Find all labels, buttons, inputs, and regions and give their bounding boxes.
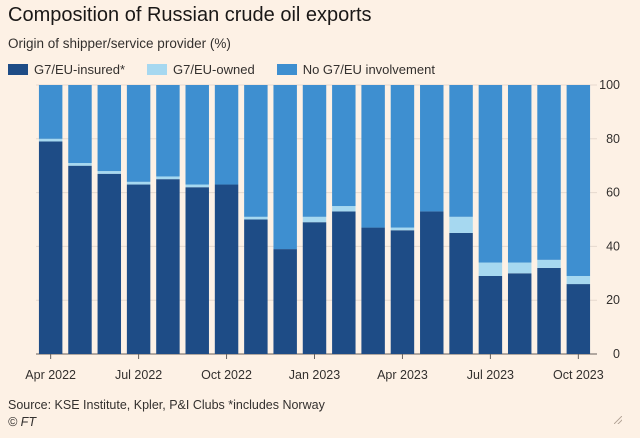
source-note: Source: KSE Institute, Kpler, P&I Clubs … xyxy=(8,398,325,412)
bar-segment-none-17 xyxy=(537,85,561,260)
legend-label-owned: G7/EU-owned xyxy=(173,62,255,77)
bar-segment-insured-12 xyxy=(390,230,415,354)
legend-item-none: No G7/EU involvement xyxy=(276,62,435,77)
bar-segment-owned-15 xyxy=(478,262,503,276)
legend-item-insured: G7/EU-insured* xyxy=(8,62,125,77)
bar-segment-insured-17 xyxy=(537,267,561,354)
bar-segment-insured-2 xyxy=(97,173,122,354)
bar-segment-owned-4 xyxy=(156,176,180,180)
bar-segment-none-14 xyxy=(449,85,473,217)
x-tick-label-3: Jul 2022 xyxy=(115,368,162,382)
legend-swatch-none xyxy=(276,64,297,75)
legend-swatch-insured xyxy=(8,64,28,75)
legend-label-insured: G7/EU-insured* xyxy=(34,62,126,77)
bar-segment-insured-13 xyxy=(420,211,444,354)
bar-segment-insured-14 xyxy=(449,232,473,354)
bar-segment-owned-9 xyxy=(302,216,327,223)
bar-segment-owned-1 xyxy=(68,163,92,166)
bar-segment-owned-5 xyxy=(185,184,209,188)
bar-segment-none-10 xyxy=(332,85,356,207)
legend-item-owned: G7/EU-owned xyxy=(147,62,255,77)
bar-segment-insured-8 xyxy=(273,249,297,354)
chart-subtitle: Origin of shipper/service provider (%) xyxy=(8,36,231,51)
bar-segment-owned-7 xyxy=(244,216,268,220)
bar-segment-owned-16 xyxy=(507,262,532,274)
bar-segment-insured-18 xyxy=(566,284,591,354)
y-tick-label-40: 40 xyxy=(606,239,620,253)
bar-segment-none-9 xyxy=(302,85,327,217)
bar-segment-owned-2 xyxy=(97,171,122,174)
bar-segment-insured-0 xyxy=(38,141,63,354)
bar-segment-insured-10 xyxy=(332,211,356,354)
bar-segment-none-15 xyxy=(478,85,503,263)
bar-segment-insured-9 xyxy=(302,222,327,354)
bar-segment-none-2 xyxy=(97,85,122,172)
bar-segment-insured-5 xyxy=(185,187,209,354)
resize-handle-icon xyxy=(614,416,622,424)
y-tick-label-80: 80 xyxy=(606,132,620,146)
y-tick-label-100: 100 xyxy=(599,78,620,92)
y-tick-label-0: 0 xyxy=(613,347,620,361)
bar-segment-owned-17 xyxy=(537,259,561,268)
bar-segment-none-4 xyxy=(156,85,180,177)
bar-segment-none-6 xyxy=(214,85,239,185)
bar-segment-insured-16 xyxy=(507,273,532,354)
bar-segment-insured-6 xyxy=(214,184,239,354)
bar-segment-none-7 xyxy=(244,85,268,217)
bar-segment-owned-0 xyxy=(38,138,63,142)
x-tick-label-6: Oct 2022 xyxy=(201,368,252,382)
bar-segment-none-18 xyxy=(566,85,591,276)
bar-segment-none-5 xyxy=(185,85,209,185)
bar-segment-insured-11 xyxy=(361,227,385,354)
x-tick-label-15: Jul 2023 xyxy=(467,368,514,382)
x-tick-label-9: Jan 2023 xyxy=(289,368,340,382)
bar-segment-insured-1 xyxy=(68,165,92,354)
x-tick-label-12: Apr 2023 xyxy=(377,368,428,382)
bar-segment-owned-14 xyxy=(449,216,473,233)
bar-segment-none-1 xyxy=(68,85,92,164)
bar-segment-none-13 xyxy=(420,85,444,212)
bar-segment-none-12 xyxy=(390,85,415,228)
ft-credit: © FT xyxy=(8,415,36,429)
bar-segment-insured-15 xyxy=(478,275,503,354)
bar-segment-insured-7 xyxy=(244,219,268,354)
legend: G7/EU-insured* G7/EU-owned No G7/EU invo… xyxy=(8,62,457,77)
bar-segment-owned-18 xyxy=(566,275,591,285)
bar-segment-none-3 xyxy=(126,85,151,182)
bar-segment-none-16 xyxy=(507,85,532,263)
bar-segment-owned-3 xyxy=(126,181,151,185)
x-tick-label-0: Apr 2022 xyxy=(25,368,76,382)
bar-segment-insured-4 xyxy=(156,179,180,354)
bar-segment-none-11 xyxy=(361,85,385,228)
bar-segment-owned-10 xyxy=(332,206,356,212)
y-tick-label-20: 20 xyxy=(606,293,620,307)
chart-title: Composition of Russian crude oil exports xyxy=(8,4,372,26)
legend-swatch-owned xyxy=(147,64,168,75)
bar-segment-insured-3 xyxy=(126,184,151,354)
bar-segment-none-0 xyxy=(38,85,63,139)
bar-segment-none-8 xyxy=(273,85,297,250)
legend-label-none: No G7/EU involvement xyxy=(302,62,435,77)
y-tick-label-60: 60 xyxy=(606,186,620,200)
x-tick-label-18: Oct 2023 xyxy=(553,368,604,382)
bar-segment-owned-12 xyxy=(390,227,415,231)
